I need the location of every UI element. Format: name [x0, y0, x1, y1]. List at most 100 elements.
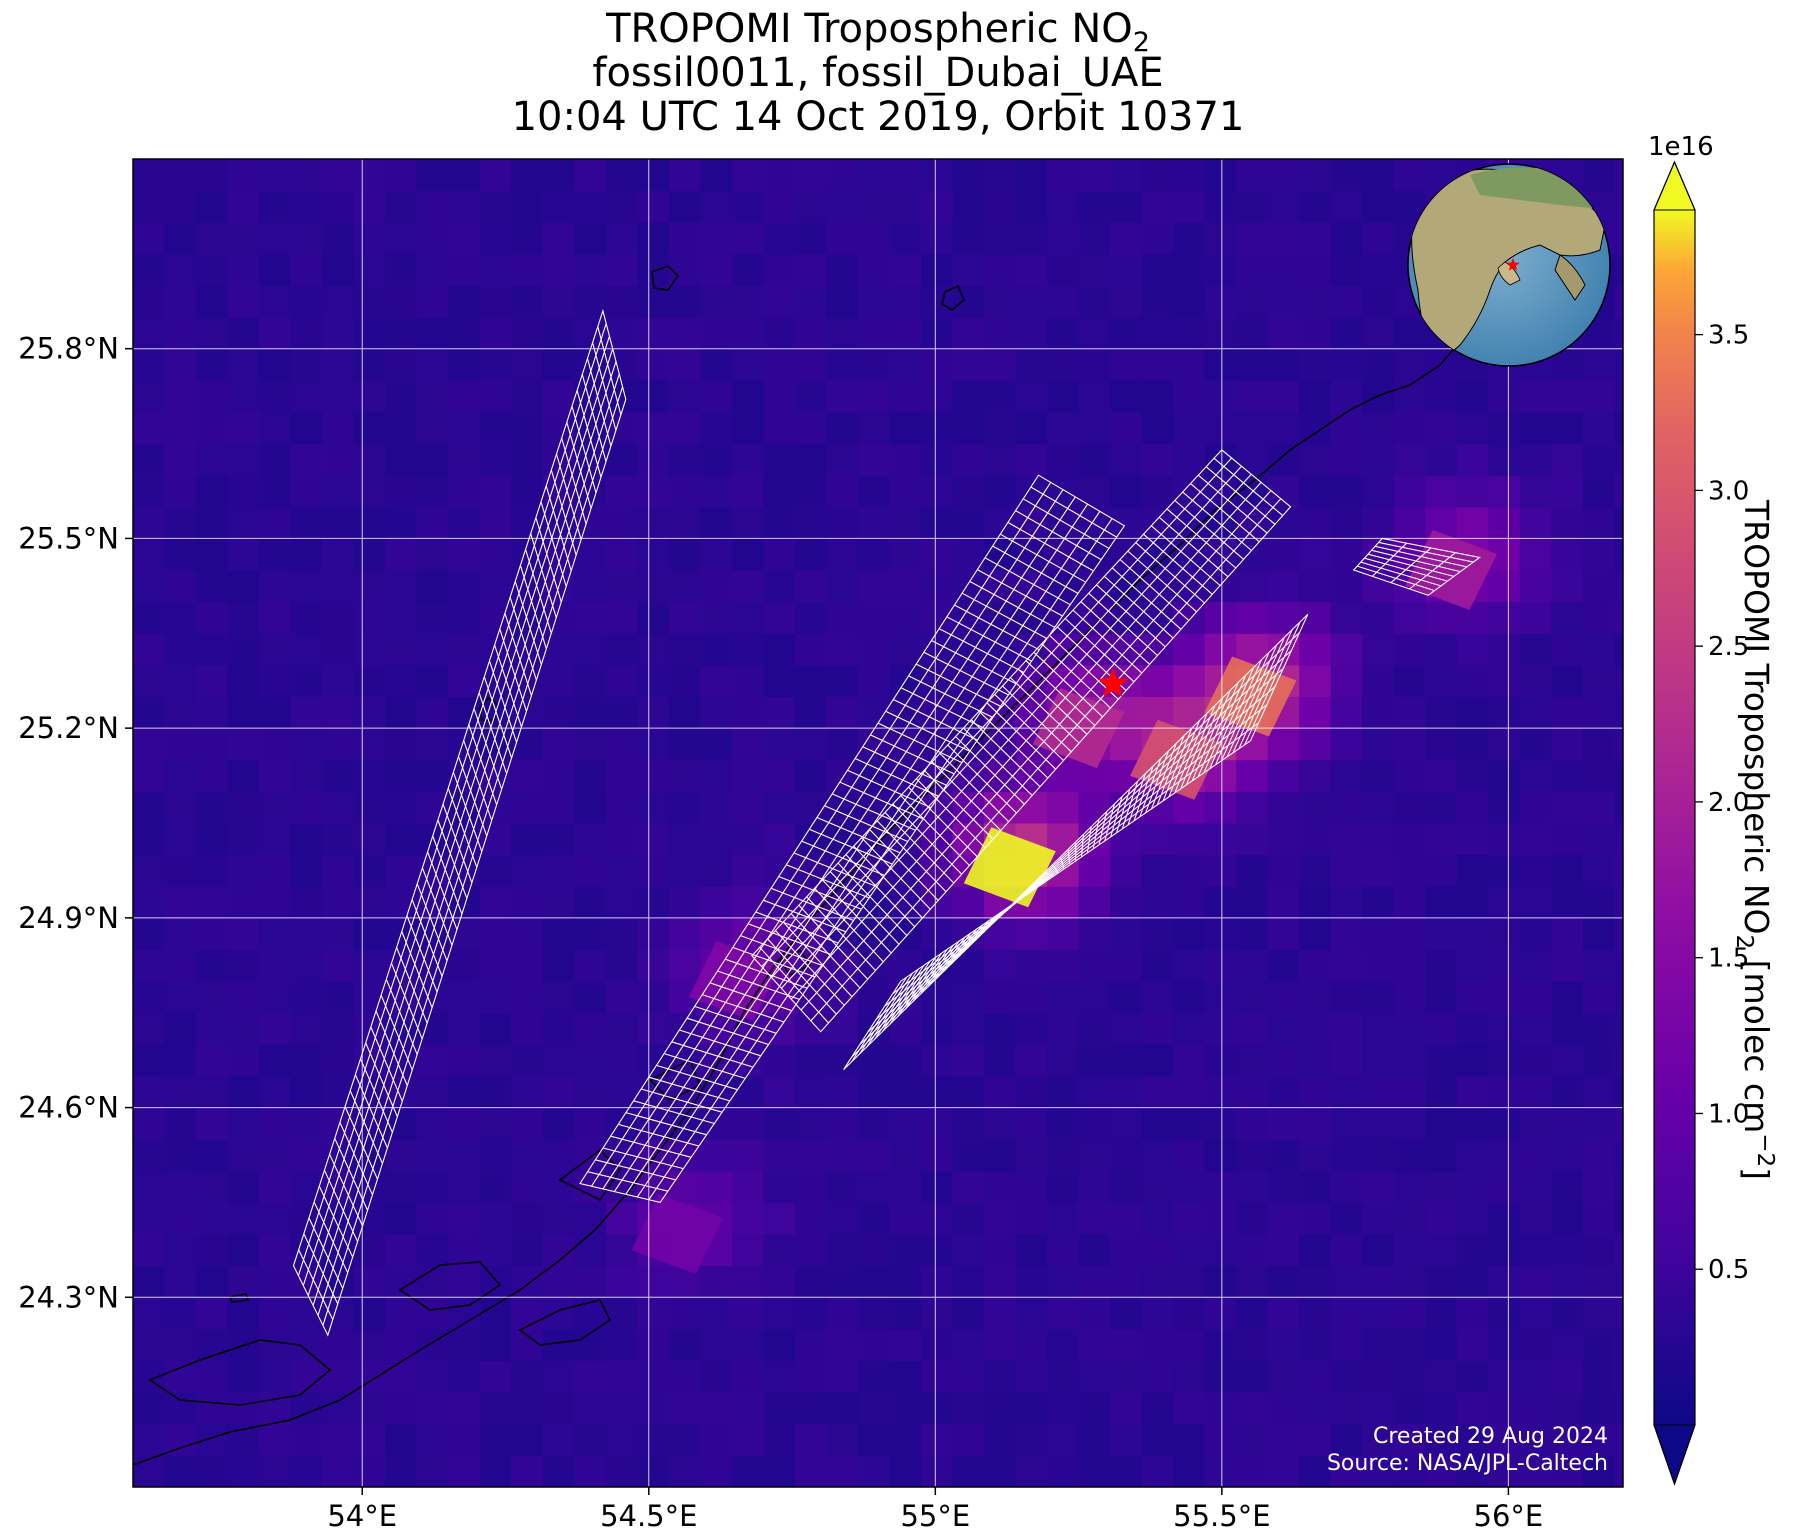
no2-pixel	[227, 1076, 260, 1109]
no2-pixel	[353, 1012, 386, 1045]
footprint-gridline	[1017, 668, 1088, 735]
no2-pixel	[1362, 1076, 1395, 1109]
no2-pixel	[164, 1423, 197, 1456]
no2-pixel	[794, 1265, 827, 1298]
no2-pixel	[1078, 222, 1111, 255]
no2-pixel	[542, 348, 575, 381]
no2-pixel	[542, 317, 575, 350]
no2-pixel	[574, 159, 607, 192]
no2-pixel	[1299, 1012, 1332, 1045]
no2-pixel	[542, 1170, 575, 1203]
no2-pixel	[637, 506, 670, 539]
no2-pixel	[322, 1107, 355, 1140]
no2-pixel	[511, 1455, 544, 1487]
footprint-gridline	[344, 1106, 379, 1180]
no2-pixel	[196, 1076, 228, 1109]
no2-pixel	[1015, 1202, 1048, 1235]
footprint-gridline	[1197, 474, 1268, 534]
no2-pixel	[700, 412, 733, 445]
colorbar-multiplier: 1e16	[1648, 132, 1714, 162]
no2-pixel	[259, 823, 292, 856]
no2-pixel	[448, 917, 481, 950]
no2-pixel	[1078, 917, 1111, 950]
footprint-gridline	[963, 727, 1033, 796]
no2-pixel	[511, 190, 544, 223]
no2-pixel	[826, 1076, 859, 1109]
no2-pixel	[1204, 317, 1237, 350]
no2-pixel	[1425, 348, 1458, 381]
no2-pixel	[1425, 917, 1458, 950]
no2-pixel	[605, 285, 638, 318]
colorbar-outline	[1653, 160, 1696, 1486]
no2-pixel	[1330, 823, 1363, 856]
no2-pixel	[826, 1202, 859, 1235]
no2-pixel	[322, 949, 355, 982]
no2-pixel	[763, 1297, 796, 1330]
no2-pixel	[1078, 981, 1111, 1014]
no2-pixel	[511, 1423, 544, 1456]
no2-pixel	[227, 285, 260, 318]
no2-pixel	[1141, 412, 1174, 445]
no2-pixel	[416, 285, 449, 318]
no2-pixel	[1330, 854, 1363, 887]
no2-pixel	[605, 1297, 638, 1330]
no2-pixel	[637, 475, 670, 508]
no2-pixel	[1519, 1423, 1552, 1456]
no2-pixel	[542, 601, 575, 634]
no2-pixel	[921, 1076, 953, 1109]
no2-pixel	[763, 696, 796, 729]
no2-pixel	[794, 633, 827, 666]
no2-pixel	[511, 1202, 544, 1235]
no2-pixel	[227, 1012, 260, 1045]
footprint-gridline	[1133, 765, 1154, 822]
no2-pixel	[133, 854, 165, 887]
no2-pixel	[227, 222, 260, 255]
no2-pixel	[1015, 1170, 1048, 1203]
no2-pixel	[196, 348, 228, 381]
no2-pixel	[605, 823, 638, 856]
no2-pixel	[1204, 443, 1237, 476]
footprint-gridline	[885, 710, 970, 752]
no2-pixel	[1614, 380, 1623, 413]
footprint-gridline	[694, 1005, 777, 1034]
no2-pixel	[227, 1139, 260, 1172]
no2-pixel	[290, 601, 323, 634]
no2-pixel	[1015, 1455, 1048, 1487]
no2-pixel	[1141, 1392, 1174, 1425]
no2-pixel	[1299, 1392, 1332, 1425]
no2-pixel	[700, 1328, 733, 1361]
footprint-gridline	[452, 772, 483, 852]
footprint-gridline	[602, 489, 1064, 1190]
footprint-gridline	[851, 632, 1300, 1058]
no2-pixel	[542, 1202, 575, 1235]
no2-pixel	[196, 664, 228, 697]
no2-pixel	[668, 917, 701, 950]
no2-pixel	[259, 538, 292, 571]
x-tick-label: 55.5°E	[1173, 1499, 1270, 1533]
no2-pixel	[1551, 1107, 1584, 1140]
no2-pixel	[259, 664, 292, 697]
footprint-gridline	[790, 913, 861, 989]
footprint-gridline	[648, 1076, 731, 1102]
no2-pixel	[1582, 791, 1615, 824]
no2-pixel	[1015, 412, 1048, 445]
no2-pixel	[290, 949, 323, 982]
no2-pixel	[133, 886, 165, 919]
no2-pixel	[164, 253, 197, 286]
no2-pixel	[416, 1328, 449, 1361]
no2-pixel	[353, 190, 386, 223]
no2-pixel	[668, 886, 701, 919]
no2-pixel	[479, 380, 512, 413]
footprint-gridline	[1064, 618, 1135, 683]
no2-pixel	[826, 1170, 859, 1203]
no2-pixel	[574, 1076, 607, 1109]
no2-pixel	[1362, 886, 1395, 919]
no2-pixel	[511, 1044, 544, 1077]
no2-pixel	[952, 222, 985, 255]
no2-pixel	[731, 696, 764, 729]
no2-pixel	[1362, 412, 1395, 445]
no2-pixel	[794, 1360, 827, 1393]
no2-pixel	[605, 791, 638, 824]
no2-pixel	[1330, 791, 1363, 824]
no2-pixel	[731, 538, 764, 571]
